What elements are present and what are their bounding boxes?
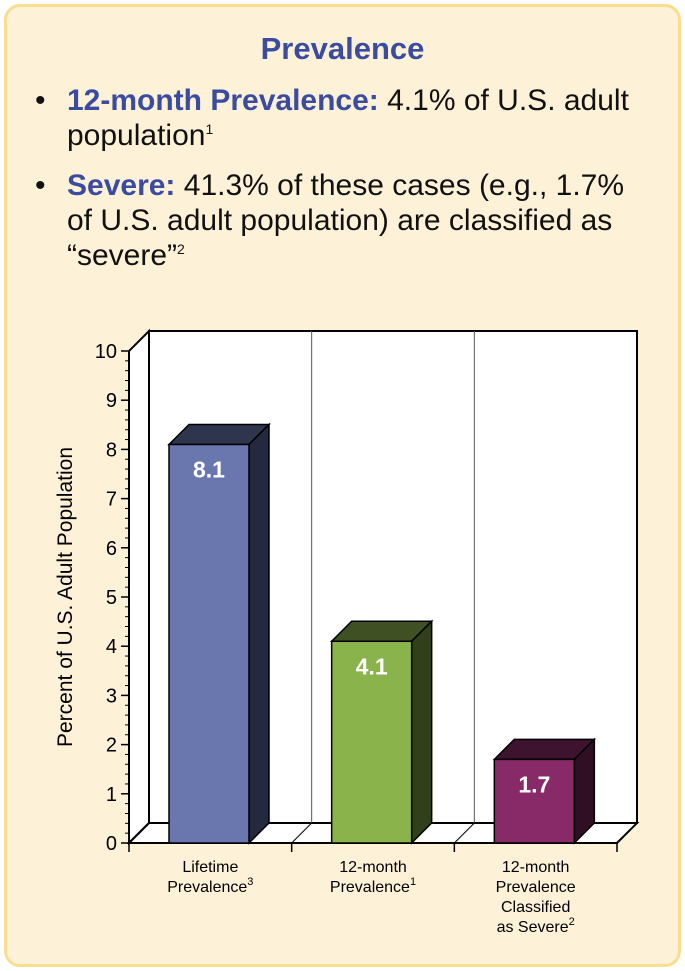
y-tick-label: 1 — [106, 784, 117, 806]
floor-divider — [291, 822, 313, 844]
footnote-ref: 3 — [247, 876, 253, 888]
y-tick-label: 0 — [106, 833, 117, 855]
y-tick-label: 8 — [106, 439, 117, 461]
y-tick-label: 7 — [106, 489, 117, 511]
bullet-12-month-prevalence: • 12-month Prevalence: 4.1% of U.S. adul… — [35, 83, 645, 153]
y-axis-title: Percent of U.S. Adult Population — [54, 447, 77, 747]
bar — [330, 640, 413, 844]
footnote-ref: 2 — [569, 916, 575, 928]
bullet-label: 12-month Prevalence: — [67, 84, 379, 117]
footnote-ref: 1 — [205, 121, 214, 137]
x-category-label-line: Prevalence — [496, 879, 576, 896]
bullet-text: 4.1% of U.S. adult population — [67, 84, 629, 152]
x-category-label-line: 12-month — [502, 859, 570, 876]
x-category-label-line: Lifetime — [182, 859, 238, 876]
y-tick-label: 3 — [106, 685, 117, 707]
page-title: Prevalence — [260, 31, 425, 66]
bar-side — [248, 422, 270, 845]
y-tick-label: 2 — [106, 735, 117, 757]
y-tick-label: 4 — [106, 636, 117, 658]
bullet-dot: • — [35, 169, 46, 202]
bar-side — [410, 619, 433, 845]
x-category-label-line: as Severe — [497, 919, 569, 936]
y-tick-label: 6 — [106, 538, 117, 560]
bar-value-label: 4.1 — [356, 653, 388, 679]
bar — [493, 758, 576, 844]
x-category-label: 12-month Prevalence Classified as Severe2 — [496, 859, 576, 936]
bullet-severe: • Severe: 41.3% of these cases (e.g., 1.… — [35, 168, 645, 273]
y-tick-label: 5 — [106, 587, 117, 609]
y-tick-label: 9 — [106, 390, 117, 412]
bullet-text: 41.3% of these cases (e.g., 1.7% of U.S.… — [67, 169, 625, 272]
footnote-ref: 2 — [177, 241, 185, 257]
x-category-label-line: Prevalence — [167, 879, 247, 896]
bar-value-label: 1.7 — [518, 771, 550, 797]
x-category-label-line: Classified — [501, 899, 570, 916]
bullet-dot: • — [35, 84, 46, 117]
chart-side-wall — [128, 328, 150, 846]
bar — [168, 443, 250, 844]
footnote-ref: 1 — [410, 876, 416, 888]
y-tick-label: 10 — [95, 341, 117, 363]
x-category-label: Lifetime Prevalence3 — [167, 859, 253, 896]
floor-divider — [453, 822, 475, 844]
x-category-label: 12-month Prevalence1 — [330, 859, 416, 896]
bar-value-label: 8.1 — [193, 456, 225, 482]
x-category-label-line: 12-month — [339, 859, 407, 876]
bullet-list: • 12-month Prevalence: 4.1% of U.S. adul… — [35, 83, 645, 288]
bullet-label: Severe: — [67, 169, 176, 202]
x-category-label-line: Prevalence — [330, 879, 410, 896]
